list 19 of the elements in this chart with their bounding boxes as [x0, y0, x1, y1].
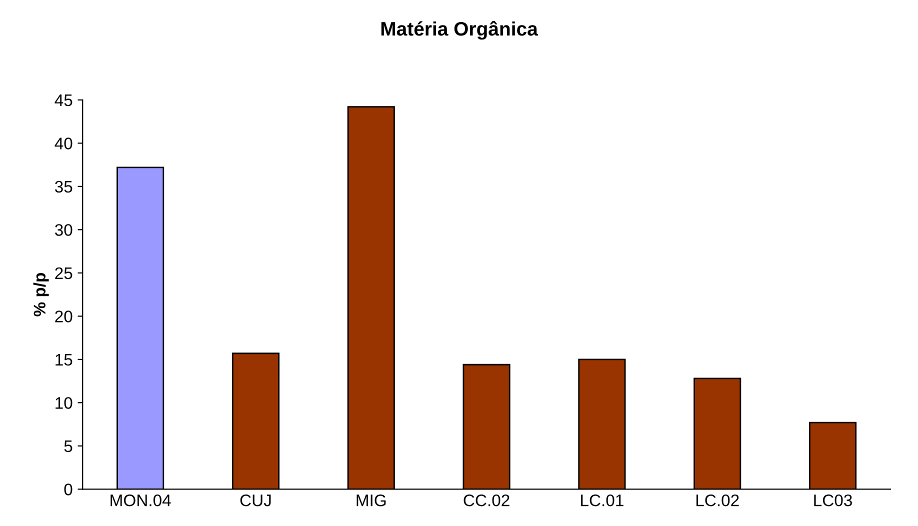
y-tick-label: 5 — [64, 440, 72, 452]
x-tick-label: CUJ — [240, 494, 271, 506]
y-tick-label: 30 — [54, 224, 72, 236]
y-tick-label: 35 — [54, 180, 72, 193]
y-tick-label: 0 — [64, 484, 72, 496]
y-tick-label: 25 — [55, 267, 72, 280]
y-axis-title: % p/p — [33, 273, 49, 316]
x-tick-label: LC.01 — [581, 494, 624, 506]
x-tick-label: MON.04 — [110, 494, 171, 506]
y-tick-label: 10 — [56, 397, 72, 409]
y-tick-label: 15 — [56, 354, 72, 366]
x-tick-label: LC03 — [814, 494, 852, 506]
x-tick-label: LC.02 — [696, 494, 739, 506]
x-tick-label: MIG — [356, 494, 386, 506]
chart-title: Matéria Orgânica — [381, 21, 538, 40]
y-tick-label: 40 — [54, 138, 72, 150]
y-tick-label: 20 — [55, 310, 72, 322]
x-tick-label: CC.02 — [464, 494, 510, 506]
y-tick-label: 45 — [54, 94, 72, 106]
